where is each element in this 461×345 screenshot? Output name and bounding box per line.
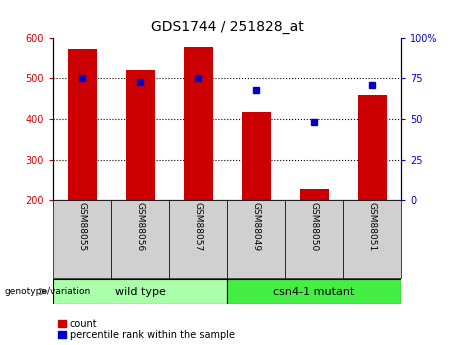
- Bar: [67, 49, 96, 200]
- Bar: [242, 112, 271, 200]
- Text: csn4-1 mutant: csn4-1 mutant: [273, 287, 355, 296]
- Title: GDS1744 / 251828_at: GDS1744 / 251828_at: [151, 20, 303, 34]
- Bar: [111, 200, 169, 278]
- Text: genotype/variation: genotype/variation: [5, 287, 91, 296]
- Bar: [53, 279, 227, 304]
- Text: GSM88049: GSM88049: [252, 203, 260, 252]
- Text: wild type: wild type: [115, 287, 165, 296]
- Bar: [53, 200, 111, 278]
- Bar: [358, 95, 387, 200]
- Text: GSM88057: GSM88057: [194, 203, 202, 252]
- Text: GSM88055: GSM88055: [77, 203, 87, 252]
- Bar: [285, 200, 343, 278]
- Legend: count, percentile rank within the sample: count, percentile rank within the sample: [58, 319, 235, 340]
- Bar: [125, 70, 154, 200]
- Bar: [343, 200, 401, 278]
- Bar: [183, 47, 213, 200]
- Bar: [227, 200, 285, 278]
- Bar: [300, 189, 329, 200]
- Text: GSM88051: GSM88051: [367, 203, 377, 252]
- Text: GSM88050: GSM88050: [309, 203, 319, 252]
- Text: GSM88056: GSM88056: [136, 203, 145, 252]
- Bar: [227, 279, 401, 304]
- Bar: [169, 200, 227, 278]
